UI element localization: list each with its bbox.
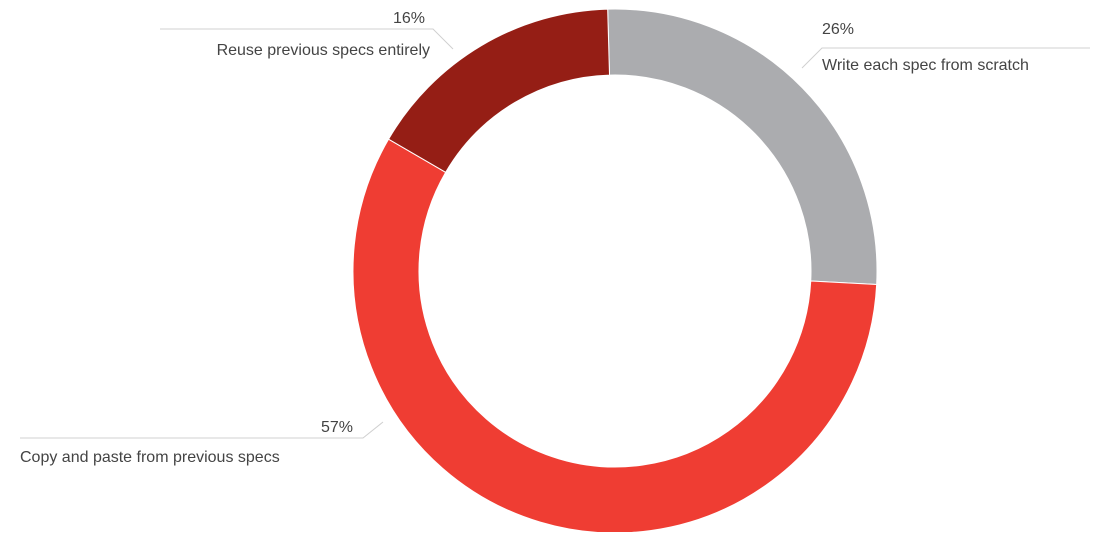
leader-line-write-from-scratch: [801, 47, 1090, 69]
value-label-copy-paste: 57%: [321, 419, 353, 436]
slice-copy-paste: [352, 138, 878, 534]
annotation-copy-paste: 57% Copy and paste from previous specs: [20, 419, 384, 466]
slice-label-copy-paste: Copy and paste from previous specs: [20, 449, 280, 466]
annotation-write-from-scratch: 26% Write each spec from scratch: [801, 21, 1090, 74]
slices-layer: [352, 8, 878, 534]
slice-label-write-from-scratch: Write each spec from scratch: [822, 57, 1029, 74]
annotation-reuse-entirely: 16% Reuse previous specs entirely: [160, 10, 454, 59]
slice-label-reuse-entirely: Reuse previous specs entirely: [217, 42, 430, 59]
slice-write-from-scratch: [607, 8, 878, 285]
value-label-write-from-scratch: 26%: [822, 21, 854, 38]
slice-reuse-entirely: [387, 8, 611, 174]
value-label-reuse-entirely: 16%: [393, 10, 425, 27]
leader-line-copy-paste: [20, 421, 384, 439]
leader-line-reuse-entirely: [160, 28, 454, 50]
